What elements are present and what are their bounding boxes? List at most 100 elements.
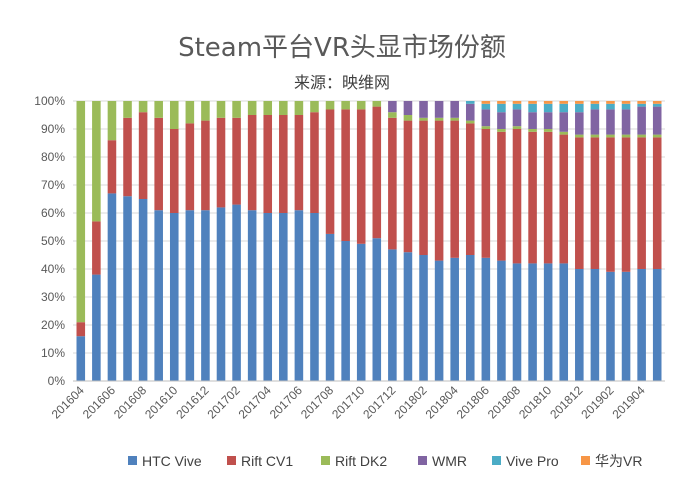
- legend-swatch: [492, 456, 501, 465]
- bar-segment: [123, 196, 132, 381]
- bar-segment: [465, 255, 475, 381]
- bars: [76, 101, 662, 381]
- bar-segment: [652, 137, 662, 269]
- bar-segment: [512, 129, 522, 264]
- legend-item: Rift CV1: [227, 453, 293, 469]
- bar-segment: [356, 101, 366, 110]
- bar-segment: [201, 101, 210, 121]
- bar-segment: [590, 269, 600, 381]
- bar-segment: [138, 199, 148, 381]
- bar-segment: [76, 101, 86, 323]
- bar-segment: [497, 129, 506, 132]
- bar-segment: [154, 117, 163, 211]
- bar-segment: [419, 120, 428, 255]
- bar-segment: [247, 115, 257, 211]
- bar-segment: [201, 210, 210, 381]
- bar-segment: [497, 260, 506, 381]
- legend-item: Vive Pro: [492, 453, 559, 469]
- bar-segment: [325, 109, 335, 234]
- bar-segment: [606, 103, 615, 110]
- bar-segment: [232, 204, 241, 381]
- legend-swatch: [321, 456, 330, 465]
- legend-item: WMR: [418, 453, 467, 469]
- bar-segment: [154, 101, 163, 118]
- bar-segment: [263, 101, 273, 115]
- bar-segment: [528, 103, 537, 113]
- bar-segment: [419, 117, 428, 121]
- bar-segment: [481, 109, 491, 127]
- bar-segment: [528, 101, 537, 104]
- bar-segment: [606, 137, 615, 272]
- bar-segment: [92, 101, 101, 222]
- bar-segment: [465, 123, 475, 256]
- bar-segment: [590, 109, 600, 135]
- bar-segment: [465, 101, 475, 104]
- bar-segment: [279, 101, 288, 115]
- bar-segment: [621, 103, 631, 110]
- bar-segment: [590, 134, 600, 138]
- bar-segment: [434, 120, 444, 261]
- legend-swatch: [581, 456, 590, 465]
- bar-segment: [575, 101, 584, 104]
- bar-segment: [76, 322, 86, 337]
- y-tick-label: 20%: [41, 318, 65, 332]
- bar-segment: [310, 213, 319, 381]
- bar-segment: [606, 109, 615, 135]
- bar-segment: [341, 109, 350, 242]
- bar-segment: [606, 101, 615, 104]
- bar-segment: [559, 112, 569, 132]
- bar-segment: [606, 271, 615, 381]
- chart-subtitle: 来源：映维网: [294, 73, 390, 92]
- bar-segment: [559, 134, 569, 264]
- bar-segment: [543, 112, 553, 129]
- bar-segment: [185, 210, 195, 381]
- legend-label: WMR: [432, 453, 467, 469]
- bar-segment: [559, 103, 569, 113]
- bar-segment: [497, 131, 506, 261]
- bar-segment: [621, 271, 631, 381]
- legend-item: HTC Vive: [128, 453, 202, 469]
- y-tick-label: 90%: [41, 122, 65, 136]
- bar-segment: [621, 101, 631, 104]
- y-tick-label: 0%: [48, 374, 66, 388]
- bar-segment: [279, 213, 288, 381]
- bar-segment: [232, 101, 241, 118]
- bar-segment: [154, 210, 163, 381]
- bar-segment: [403, 115, 413, 121]
- bar-segment: [388, 117, 397, 250]
- bar-segment: [637, 106, 646, 135]
- bar-segment: [559, 263, 569, 381]
- legend-item: Rift DK2: [321, 453, 387, 469]
- bar-segment: [294, 101, 304, 115]
- bar-segment: [263, 213, 273, 381]
- bar-segment: [107, 140, 117, 194]
- bar-segment: [637, 134, 646, 138]
- legend-label: HTC Vive: [142, 453, 202, 469]
- bar-segment: [92, 221, 101, 275]
- bar-segment: [543, 131, 553, 264]
- bar-segment: [450, 101, 459, 118]
- bar-segment: [325, 233, 335, 381]
- bar-segment: [403, 101, 413, 115]
- bar-segment: [325, 101, 335, 110]
- bar-segment: [481, 257, 491, 381]
- bar-segment: [512, 126, 522, 129]
- bar-segment: [123, 101, 132, 118]
- legend-label: Rift DK2: [335, 453, 387, 469]
- bar-segment: [512, 263, 522, 381]
- bar-segment: [341, 101, 350, 110]
- bar-segment: [528, 112, 537, 129]
- legend-label: Vive Pro: [506, 453, 559, 469]
- legend-swatch: [128, 456, 137, 465]
- legend-label: 华为VR: [595, 453, 642, 469]
- bar-segment: [185, 123, 195, 211]
- bar-segment: [123, 117, 132, 197]
- bar-segment: [216, 117, 226, 208]
- bar-segment: [279, 115, 288, 213]
- bar-segment: [419, 255, 428, 381]
- bar-segment: [637, 269, 646, 381]
- bar-segment: [575, 112, 584, 135]
- bar-segment: [559, 131, 569, 135]
- y-tick-label: 60%: [41, 206, 65, 220]
